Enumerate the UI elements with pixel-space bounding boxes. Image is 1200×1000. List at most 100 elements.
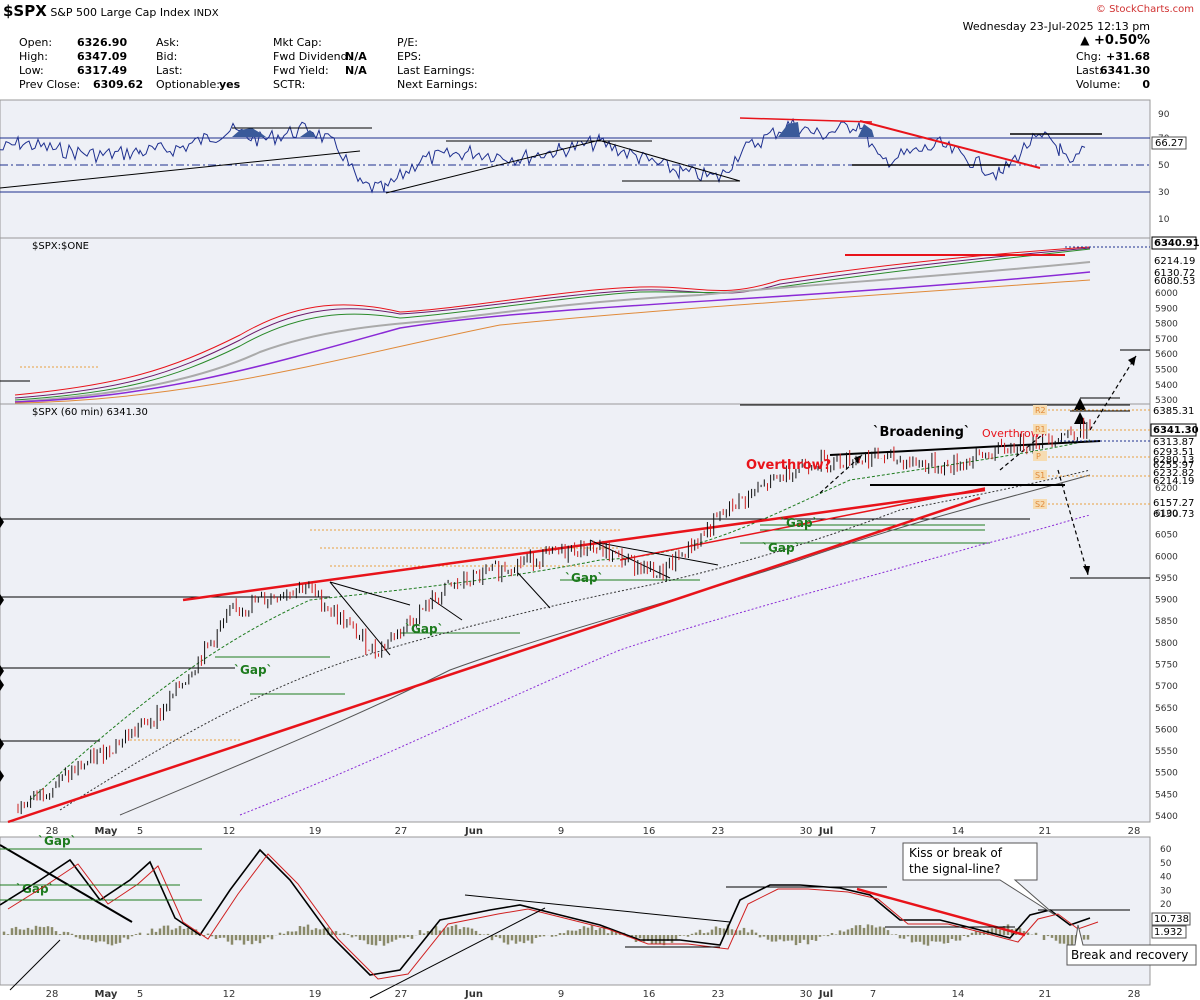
price-y-axis: 6200 6100 6050 6000 5950 5900 5850 5800 5750 5700… xyxy=(1155,484,1178,822)
quote-row: Bid: xyxy=(156,50,177,63)
x-tick-label: 5 xyxy=(137,826,143,837)
ratio-tick-label: 5600 xyxy=(1155,350,1178,360)
volume-value-text: 0 xyxy=(1142,78,1150,91)
volume-value: 0 xyxy=(1142,78,1150,91)
price-tick-label: 6000 xyxy=(1155,552,1178,562)
quote-label: Low: xyxy=(19,64,44,77)
macd-tick-label: 60 xyxy=(1160,845,1172,855)
quote-label: Prev Close: xyxy=(19,78,81,91)
quote-label: Last: xyxy=(156,64,183,77)
x-tick-label: 19 xyxy=(309,989,322,1000)
macd-value-tags: 10.738 1.932 xyxy=(1151,912,1191,939)
quote-value: N/A xyxy=(345,64,367,77)
x-tick-label: 28 xyxy=(46,989,59,1000)
x-axis-price: 28 May 5 12 19 27 Jun 9 16 23 30 Jul 7 14 21 28 xyxy=(46,826,1141,837)
ratio-tick-label: 6000 xyxy=(1155,289,1178,299)
price-horizontal-levels xyxy=(0,380,1030,742)
rsi-value-label: 66.27 xyxy=(1155,138,1184,149)
x-tick-label: 23 xyxy=(712,989,725,1000)
quote-value: yes xyxy=(219,78,240,91)
rsi-reference-lines xyxy=(0,137,1150,193)
up-arrow-icon xyxy=(1074,398,1086,410)
x-tick-label: 9 xyxy=(558,826,564,837)
quote-label: Ask: xyxy=(156,36,180,49)
price-tick-label: 5950 xyxy=(1155,574,1178,584)
quote-row: Mkt Cap: xyxy=(273,36,322,49)
quote-label: Bid: xyxy=(156,50,178,63)
price-panel xyxy=(0,403,1151,823)
index-name: S&P 500 Large Cap Index xyxy=(50,6,191,19)
x-tick-label: Jun xyxy=(464,989,483,1000)
x-tick-label: 19 xyxy=(309,826,322,837)
left-edge-markers xyxy=(0,516,4,782)
quote-label: P/E: xyxy=(397,36,418,49)
gap-label: `Gap` xyxy=(565,571,604,585)
gap-label: `Gap` xyxy=(16,882,55,896)
pivot-label: P xyxy=(1036,452,1041,461)
change-pct-value: +0.50% xyxy=(1094,33,1150,48)
quote-row: Optionable: xyxy=(156,78,220,91)
quote-value: 6317.49 xyxy=(77,64,127,77)
gap-label: `Gap` xyxy=(762,541,801,555)
x-tick-label: 16 xyxy=(643,826,656,837)
x-tick-label: 28 xyxy=(1128,826,1141,837)
price-tick-label: 5400 xyxy=(1155,812,1178,822)
rsi-trendline xyxy=(385,139,601,194)
ratio-tick-label: 5300 xyxy=(1155,396,1178,406)
ratio-moving-averages xyxy=(14,246,1091,404)
quote-row: Fwd Dividend: xyxy=(273,50,351,63)
gap-label: `Gap` xyxy=(780,516,819,530)
rsi-trendline xyxy=(739,117,873,123)
price-tick-label: 6100 xyxy=(1155,509,1178,519)
x-tick-label: 28 xyxy=(1128,989,1141,1000)
x-tick-label: 12 xyxy=(223,826,236,837)
ratio-ma-line xyxy=(14,271,1091,403)
optionable-value: yes xyxy=(219,78,241,91)
symbol: $SPX xyxy=(3,2,47,20)
rsi-tick-label: 50 xyxy=(1158,161,1170,171)
chg-value-text: +31.68 xyxy=(1105,50,1150,63)
price-tick-label: 6050 xyxy=(1155,531,1178,541)
quote-value: 6347.09 xyxy=(77,50,127,63)
ratio-value-tags: 6340.91 6214.19 6130.72 6080.53 xyxy=(1151,236,1200,287)
quote-label: Fwd Yield: xyxy=(273,64,329,77)
x-tick-label: 14 xyxy=(952,989,965,1000)
rsi-panel xyxy=(0,99,1151,239)
price-tick-label: 5900 xyxy=(1155,596,1178,606)
ratio-tick-label: 5400 xyxy=(1155,381,1178,391)
quote-row: High: xyxy=(19,50,48,63)
macd-callouts: Kiss or break of the signal-line? Break … xyxy=(902,842,1197,966)
quote-label: Open: xyxy=(19,36,53,49)
price-tick-label: 5550 xyxy=(1155,747,1178,757)
quote-label: Next Earnings: xyxy=(397,78,478,91)
ratio-tick-label: 5900 xyxy=(1155,304,1178,314)
price-value-label: 6293.51 xyxy=(1153,447,1194,458)
chg-value: +31.68 xyxy=(1106,50,1150,63)
price-ma-line xyxy=(119,474,1091,816)
chg-row: Chg: xyxy=(1076,50,1101,63)
overthrow-small-label: Overthrow? xyxy=(982,427,1046,440)
volume-label: Volume: xyxy=(1076,78,1121,91)
price-ma-line xyxy=(59,469,1091,811)
up-triangle-icon: ▲ xyxy=(1080,33,1090,47)
price-tick-label: 5750 xyxy=(1155,661,1178,671)
x-tick-label: 7 xyxy=(870,989,876,1000)
chg-label: Chg: xyxy=(1076,50,1102,63)
quote-row: Ask: xyxy=(156,36,179,49)
price-tick-label: 5450 xyxy=(1155,790,1178,800)
gap-label: `Gap` xyxy=(405,622,444,636)
price-tick-label: 6200 xyxy=(1155,484,1178,494)
x-tick-label: 12 xyxy=(223,989,236,1000)
macd-value-label: 1.932 xyxy=(1154,927,1183,938)
rsi-tick-label: 10 xyxy=(1158,215,1170,225)
x-tick-label: Jul xyxy=(818,989,833,1000)
rsi-trendline xyxy=(859,120,1041,169)
rsi-trendline xyxy=(0,150,361,189)
quote-label: Optionable: xyxy=(156,78,220,91)
macd-tick-label: 20 xyxy=(1160,900,1172,910)
rsi-overbought-fills xyxy=(232,122,874,137)
ratio-y-axis: 6000 5900 5800 5700 5600 5500 5400 5300 xyxy=(1155,289,1178,406)
date-text: Wednesday 23-Jul-2025 12:13 pm xyxy=(962,20,1150,33)
